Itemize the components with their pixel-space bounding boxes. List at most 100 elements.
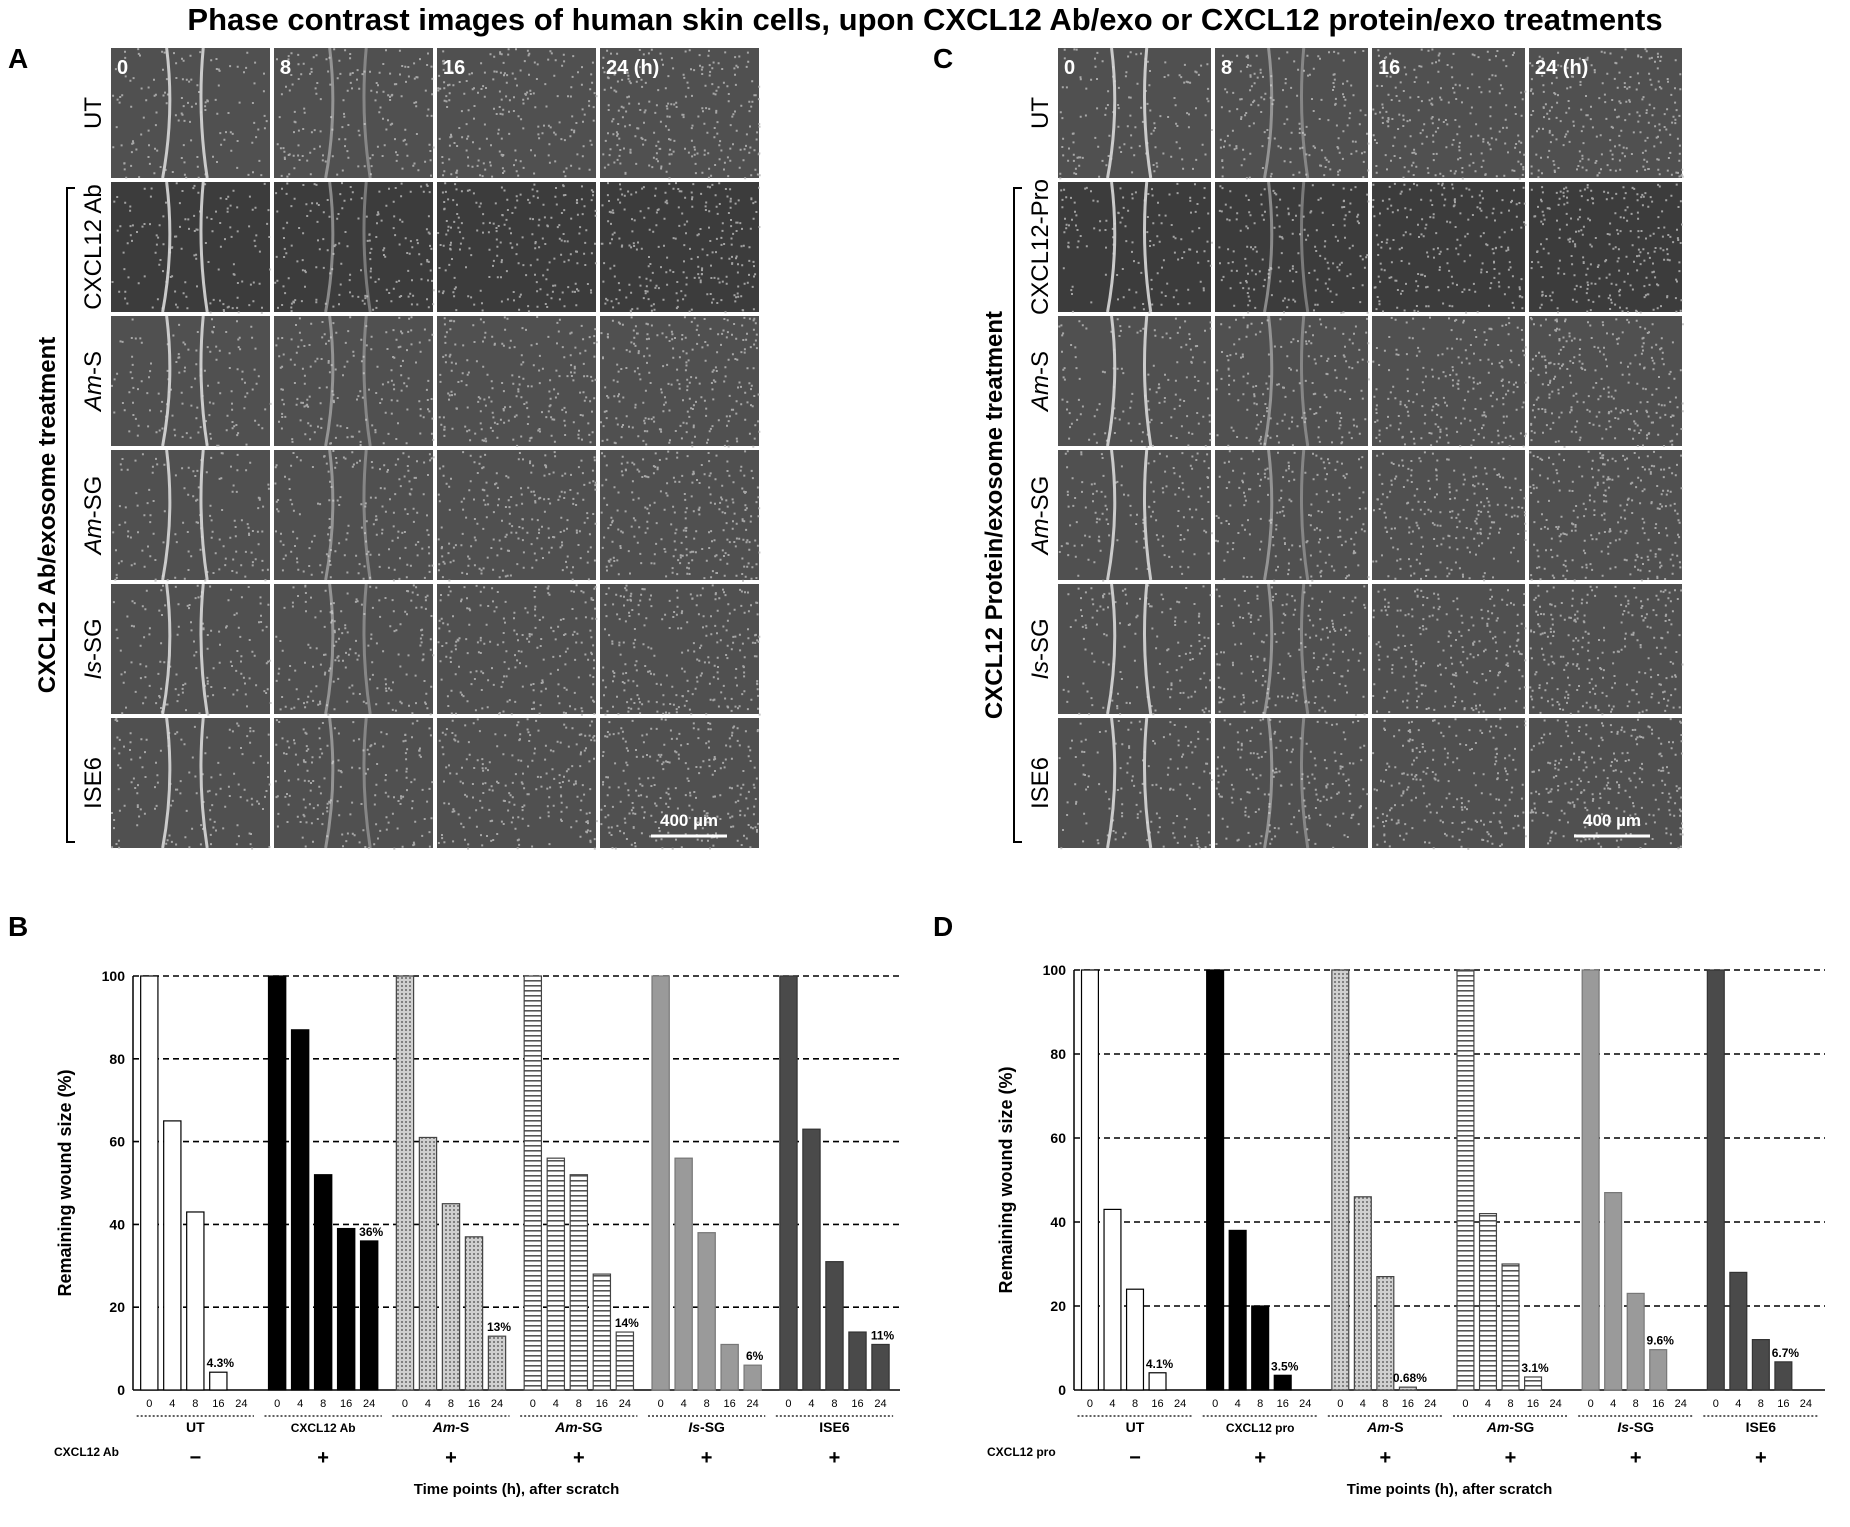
- time-tick-label: 16: [1527, 1398, 1539, 1410]
- time-tick-label: 0: [530, 1398, 536, 1410]
- time-tick-label: 8: [320, 1398, 326, 1410]
- micrograph-background: [111, 182, 270, 312]
- micrograph-5-3: 400 µm: [600, 718, 760, 850]
- scratch-edge-left: [161, 181, 172, 313]
- row-label-4: Is-SG: [1027, 618, 1054, 679]
- time-tick-label: 24: [491, 1398, 503, 1410]
- data-label: 3.5%: [1271, 1359, 1299, 1373]
- bar: [1376, 1276, 1395, 1391]
- y-tick-label: 0: [117, 1382, 125, 1398]
- micrograph-background: [600, 182, 759, 312]
- time-tick-label: 0: [1462, 1398, 1468, 1410]
- bar: [1331, 969, 1350, 1391]
- bar: [1649, 1349, 1668, 1391]
- bar: [1228, 1229, 1247, 1391]
- bar: [140, 975, 159, 1391]
- row-label-3: Am-SG: [80, 476, 107, 557]
- micrograph-0-3: 24 (h): [1529, 48, 1684, 179]
- data-label: 6%: [746, 1349, 764, 1363]
- micrograph-background: [111, 48, 270, 178]
- scratch-edge-right: [362, 47, 372, 179]
- bar: [267, 975, 287, 1391]
- micrograph-0-0: 0: [1058, 47, 1213, 180]
- group-name: Am-S: [432, 1419, 470, 1435]
- row-label-3: Am-SG: [1027, 476, 1054, 557]
- treatment-row-label: CXCL12 pro: [987, 1445, 1056, 1459]
- bar: [1125, 1288, 1145, 1391]
- time-label: 8: [1221, 57, 1232, 79]
- y-axis-label: Remaining wound size (%): [55, 1069, 75, 1296]
- bar: [336, 1227, 356, 1391]
- micrograph-background: [1529, 584, 1682, 714]
- x-axis-label: Time points (h), after scratch: [414, 1481, 620, 1498]
- scratch-edge-left: [1263, 47, 1274, 179]
- time-tick-label: 8: [1758, 1398, 1764, 1410]
- micrograph-background: [600, 584, 759, 714]
- bar: [615, 1331, 635, 1391]
- scratch-edge-right: [362, 717, 372, 849]
- scratch-edge-left: [161, 449, 172, 581]
- micrograph-background: [274, 316, 433, 446]
- scratch-edge-right: [1143, 47, 1153, 179]
- time-tick-label: 16: [1777, 1398, 1789, 1410]
- micrograph-0-3: 24 (h): [600, 48, 761, 180]
- data-label: 4.3%: [207, 1356, 235, 1370]
- time-tick-label: 8: [1382, 1398, 1388, 1410]
- time-tick-label: 8: [1633, 1398, 1639, 1410]
- scratch-edge-left: [1106, 717, 1117, 849]
- bar: [825, 1261, 844, 1391]
- time-tick-label: 0: [1337, 1398, 1343, 1410]
- time-tick-label: 8: [576, 1398, 582, 1410]
- cell-speckles: [602, 48, 761, 180]
- micrograph-5-3: 400 µm: [1529, 718, 1684, 850]
- scratch-edge-left: [1263, 717, 1274, 849]
- treatment-sign: +: [829, 1447, 841, 1469]
- micrograph-background: [437, 182, 596, 312]
- micrograph-background: [274, 584, 433, 714]
- time-tick-label: 16: [596, 1398, 608, 1410]
- scratch-edge-left: [1106, 181, 1117, 313]
- y-tick-label: 0: [1058, 1382, 1066, 1398]
- scratch-edge-right: [1300, 47, 1310, 179]
- bar: [441, 1203, 461, 1391]
- cell-speckles: [1529, 48, 1684, 179]
- y-tick-label: 20: [1050, 1298, 1066, 1314]
- data-label: 6.7%: [1772, 1346, 1800, 1360]
- micrograph-background: [1372, 718, 1525, 848]
- time-tick-label: 4: [1109, 1398, 1115, 1410]
- time-label: 16: [443, 57, 465, 79]
- time-tick-label: 4: [425, 1398, 431, 1410]
- micrograph-4-1: [274, 583, 435, 716]
- bar: [163, 1120, 182, 1391]
- bar: [209, 1371, 228, 1391]
- micrograph-background: [274, 718, 433, 848]
- micrograph-background: [1058, 316, 1211, 446]
- micrograph-background: [437, 450, 596, 580]
- scratch-edge-right: [362, 181, 372, 313]
- scratch-edge-left: [324, 449, 335, 581]
- time-tick-label: 8: [704, 1398, 710, 1410]
- micrograph-0-1: 8: [1215, 47, 1370, 180]
- time-tick-label: 16: [340, 1398, 352, 1410]
- micrograph-4-0: [111, 583, 272, 716]
- time-tick-label: 0: [274, 1398, 280, 1410]
- micrograph-grid-c: C 0 8 16 24 (h) UT CXCL12-Pro Am-S Am-SG Is-SG 400…: [933, 43, 1684, 850]
- micrograph-1-2: [437, 182, 597, 313]
- micrograph-background: [437, 48, 596, 178]
- time-tick-label: 8: [192, 1398, 198, 1410]
- micrograph-5-1: [274, 717, 434, 850]
- micrograph-background: [1529, 450, 1682, 580]
- micrograph-background: [600, 316, 759, 446]
- bar: [1148, 1372, 1167, 1391]
- cell-speckles: [1372, 182, 1527, 314]
- scratch-edge-right: [362, 449, 372, 581]
- bar-chart-panel-b: B 0 20 40 60 80 100 Remaining wound size (%) 0 4 8…: [0, 900, 925, 1522]
- time-tick-label: 0: [1588, 1398, 1594, 1410]
- scratch-edge-left: [324, 717, 335, 849]
- cell-speckles: [1529, 584, 1684, 716]
- time-tick-label: 4: [808, 1398, 814, 1410]
- cell-speckles: [1529, 450, 1683, 582]
- time-label: 0: [1064, 57, 1075, 79]
